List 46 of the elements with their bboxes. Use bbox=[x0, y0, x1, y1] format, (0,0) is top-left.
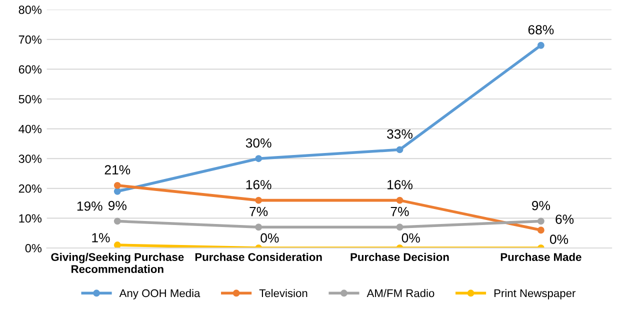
point bbox=[255, 155, 262, 162]
data-label: 68% bbox=[528, 25, 554, 34]
point bbox=[396, 146, 404, 154]
point bbox=[255, 196, 262, 204]
point bbox=[396, 224, 404, 231]
point bbox=[114, 182, 121, 189]
point bbox=[114, 242, 121, 248]
point bbox=[537, 42, 544, 49]
legend-label: Print Newspaper bbox=[494, 288, 576, 300]
data-label: 16% bbox=[388, 180, 412, 190]
point bbox=[255, 224, 262, 231]
legend-label: Television bbox=[259, 288, 308, 298]
y-tick-label: 40% bbox=[18, 124, 42, 134]
y-tick-label: 10% bbox=[19, 214, 42, 223]
y-tick-label: 20% bbox=[18, 184, 42, 193]
y-tick-label: 70% bbox=[18, 35, 42, 44]
point bbox=[114, 188, 121, 195]
data-label: 0% bbox=[402, 233, 420, 243]
point bbox=[114, 218, 121, 225]
point bbox=[537, 218, 544, 225]
data-label: 9% bbox=[108, 200, 126, 210]
y-tick-label: 0% bbox=[25, 244, 42, 252]
data-label: 33% bbox=[387, 129, 412, 139]
legend-label: AM/FM Radio bbox=[366, 288, 434, 298]
data-label: 7% bbox=[390, 206, 409, 216]
data-label: 19% bbox=[77, 201, 102, 211]
data-label: 21% bbox=[104, 165, 130, 174]
data-label: 0% bbox=[550, 234, 568, 244]
data-label: 7% bbox=[250, 206, 268, 216]
data-label: 9% bbox=[532, 200, 550, 210]
point bbox=[537, 226, 544, 234]
x-tick-label: Giving/Seeking Purchase Recommendation bbox=[51, 252, 184, 274]
data-label: 1% bbox=[92, 233, 110, 242]
data-label: 16% bbox=[246, 180, 272, 190]
y-tick-label: 50% bbox=[18, 95, 42, 104]
y-tick-label: 60% bbox=[18, 65, 42, 74]
y-tick-label: 80% bbox=[18, 6, 42, 14]
legend-label: Any OOH Media bbox=[119, 288, 200, 300]
data-label: 6% bbox=[556, 214, 574, 224]
x-tick-label: Purchase Made bbox=[500, 252, 582, 262]
data-label: 0% bbox=[260, 233, 279, 243]
point bbox=[396, 196, 404, 204]
data-label: 30% bbox=[246, 138, 272, 148]
y-tick-label: 30% bbox=[18, 154, 42, 163]
x-tick-label: Purchase Decision bbox=[350, 252, 449, 262]
x-tick-label: Purchase Consideration bbox=[195, 252, 322, 262]
